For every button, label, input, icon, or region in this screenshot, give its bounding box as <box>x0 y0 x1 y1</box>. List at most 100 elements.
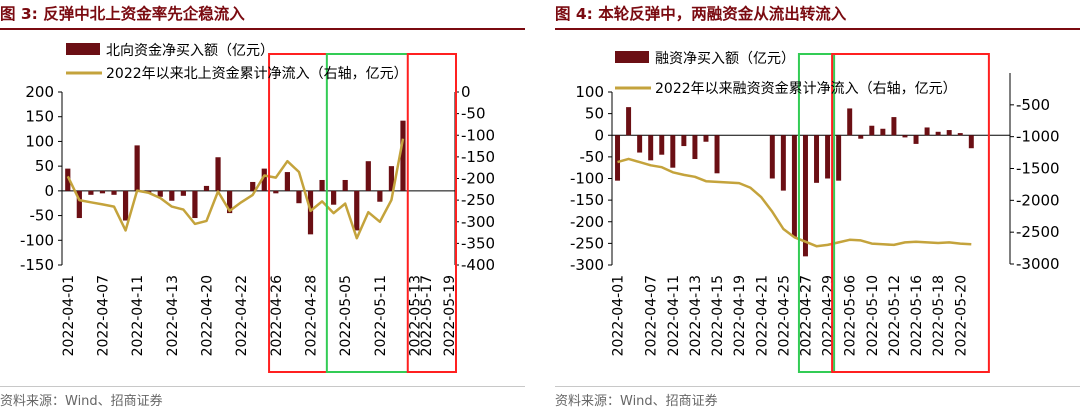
bar <box>354 190 360 231</box>
x-tick-label: 2022-04-11 <box>130 275 146 356</box>
right-tick-label: -2000 <box>1016 191 1060 209</box>
highlight-box-green <box>797 53 836 373</box>
bar <box>76 190 82 219</box>
right-tick-label: -3000 <box>1016 255 1060 273</box>
bar <box>307 190 314 235</box>
x-tick-label: 2022-05-11 <box>373 275 389 356</box>
left-tick-label: 0 <box>44 182 54 200</box>
figure-number: 图 3: <box>0 5 38 23</box>
bar <box>681 135 687 147</box>
x-tick-label: 2022-04-21 <box>754 275 770 356</box>
bar <box>261 168 267 191</box>
right-tick-label: 0 <box>461 83 471 101</box>
cumulative-line <box>617 157 972 248</box>
x-tick-label: 2022-04-11 <box>666 275 682 356</box>
bar <box>957 133 963 136</box>
bar <box>802 135 808 257</box>
bar <box>891 117 897 136</box>
title-rule <box>555 28 1080 30</box>
right-tick-label: -250 <box>461 191 495 209</box>
x-tick-label: 2022-04-27 <box>798 275 814 356</box>
x-tick-label: 2022-05-10 <box>865 275 881 356</box>
bar <box>847 108 853 136</box>
x-tick-label: 2022-05-12 <box>887 275 903 356</box>
figure-number: 图 4: <box>555 5 593 23</box>
bar <box>180 190 186 196</box>
x-tick-label: 2022-04-26 <box>269 275 285 356</box>
bar <box>869 125 875 136</box>
right-tick-label: -350 <box>461 234 495 252</box>
right-tick-label: -1000 <box>1016 128 1060 146</box>
bar <box>203 185 210 191</box>
highlight-box-red <box>406 53 458 373</box>
legend-line-label: 2022年以来北上资金累计净流入（右轴，亿元） <box>106 66 408 82</box>
footer-rule <box>555 386 1080 387</box>
chart-title: 图 4: 本轮反弹中，两融资金从流出转流入 <box>555 2 846 24</box>
bar <box>157 190 163 197</box>
x-tick-label: 2022-04-01 <box>611 275 627 356</box>
bar <box>99 190 106 194</box>
bar <box>968 135 974 149</box>
bar <box>331 190 337 205</box>
bar <box>858 135 864 139</box>
figure-title-text: 反弹中北上资金率先企稳流入 <box>43 5 245 23</box>
left-tick-label: 150 <box>25 108 54 126</box>
right-tick-label: -100 <box>461 126 495 144</box>
right-tick-label: -150 <box>461 148 495 166</box>
bar <box>791 135 797 237</box>
legend-line-label: 2022年以来融资资金累计净流入（右轴，亿元） <box>655 81 957 97</box>
x-tick-label: 2022-05-18 <box>931 275 947 356</box>
x-tick-label: 2022-05-06 <box>843 275 859 356</box>
left-tick-label: 50 <box>585 105 604 123</box>
legend-bar-label: 北向资金净买入额（亿元） <box>106 43 274 59</box>
bar <box>169 190 175 201</box>
bar <box>880 128 886 136</box>
left-tick-label: 0 <box>594 126 604 144</box>
left-tick-label: -50 <box>580 148 605 166</box>
legend-bar-swatch <box>615 51 649 63</box>
x-tick-label: 2022-05-16 <box>909 275 925 356</box>
bar <box>703 135 709 142</box>
bar <box>637 135 643 153</box>
left-tick-label: 200 <box>25 83 54 101</box>
x-tick-label: 2022-04-13 <box>165 275 181 356</box>
left-tick-label: 50 <box>35 157 54 175</box>
x-tick-label: 2022-04-07 <box>95 275 111 356</box>
x-tick-label: 2022-04-28 <box>304 275 320 356</box>
left-tick-label: -200 <box>570 213 604 231</box>
left-tick-label: -100 <box>20 231 54 249</box>
source-note: 资料来源：Wind、招商证券 <box>555 394 718 409</box>
x-tick-label: 2022-05-19 <box>442 275 458 356</box>
bar <box>296 190 302 204</box>
chart-svg: 200 150 100 50 0 -50 -100 -150 0 -50 -100 -150 -200 -… <box>20 43 495 373</box>
bar <box>388 166 395 191</box>
x-tick-label: 2022-05-05 <box>338 275 354 356</box>
figure-title-text: 本轮反弹中，两融资金从流出转流入 <box>598 5 847 23</box>
bar <box>814 135 820 183</box>
bar <box>284 172 290 191</box>
bar <box>192 190 198 219</box>
left-tick-label: -50 <box>30 207 55 225</box>
right-tick-label: -500 <box>1016 96 1050 114</box>
bar <box>825 135 831 179</box>
cumulative-line <box>66 138 405 240</box>
bar <box>836 135 842 181</box>
bar <box>935 131 941 136</box>
left-tick-label: -250 <box>570 234 604 252</box>
left-tick-label: -150 <box>20 256 54 274</box>
highlight-box-red <box>831 53 990 373</box>
bar <box>924 127 930 136</box>
bar <box>626 107 632 136</box>
bar <box>648 135 654 161</box>
bar <box>670 135 676 168</box>
bar <box>659 135 665 155</box>
left-tick-label: -300 <box>570 256 604 274</box>
right-tick-label: -50 <box>461 105 486 123</box>
left-tick-label: -150 <box>570 191 604 209</box>
x-tick-label: 2022-04-15 <box>710 275 726 356</box>
right-tick-label: -400 <box>461 256 495 274</box>
chart-title: 图 3: 反弹中北上资金率先企稳流入 <box>0 2 245 24</box>
x-tick-label: 2022-04-25 <box>776 275 792 356</box>
bar <box>215 157 221 191</box>
right-tick-label: -200 <box>461 170 495 188</box>
